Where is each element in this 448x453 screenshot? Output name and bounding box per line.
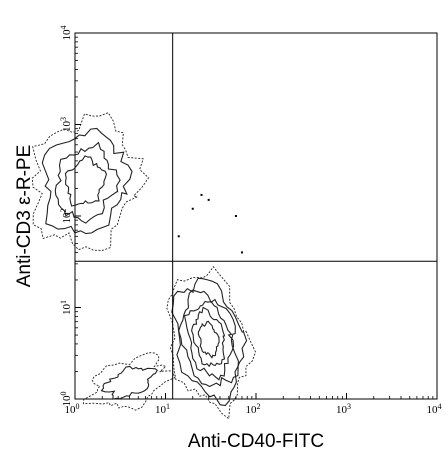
contour-line bbox=[83, 352, 176, 411]
x-tick-label: 103 bbox=[336, 402, 351, 416]
contour-layer bbox=[31, 112, 256, 420]
x-tick-label: 101 bbox=[155, 402, 170, 416]
plot-frame bbox=[74, 32, 438, 400]
contour-line bbox=[64, 155, 107, 207]
x-tick-label: 100 bbox=[65, 402, 80, 416]
contour-line bbox=[41, 127, 133, 235]
population-contour-group bbox=[83, 352, 176, 411]
x-axis-ticks: 100 101 102 103 104 bbox=[65, 393, 442, 416]
scatter-points bbox=[177, 193, 243, 254]
event-dot bbox=[177, 235, 180, 238]
contour-line bbox=[197, 320, 220, 359]
contour-line bbox=[54, 141, 121, 224]
x-axis-title: Anti-CD40-FITC bbox=[188, 431, 324, 452]
contour-line bbox=[171, 277, 248, 407]
event-dot bbox=[240, 251, 243, 254]
contour-line bbox=[31, 112, 150, 251]
y-tick-label: 100 bbox=[59, 392, 73, 407]
contour-line bbox=[100, 365, 159, 400]
event-dot bbox=[200, 193, 203, 196]
y-tick-label: 102 bbox=[59, 209, 73, 224]
y-axis-ticks: 100 101 102 103 104 bbox=[59, 26, 81, 407]
y-tick-label: 104 bbox=[59, 26, 73, 41]
contour-line bbox=[191, 306, 226, 368]
event-dot bbox=[234, 215, 237, 217]
contour-line bbox=[178, 289, 239, 388]
event-dot bbox=[191, 207, 194, 210]
population-contour-group bbox=[166, 266, 256, 420]
y-tick-label: 103 bbox=[59, 117, 73, 132]
x-tick-label: 104 bbox=[427, 402, 442, 416]
y-axis-title: Anti-CD3 ε-R-PE bbox=[14, 145, 35, 288]
population-contour-group bbox=[31, 112, 150, 251]
contour-line bbox=[183, 300, 235, 381]
event-dot bbox=[207, 198, 210, 201]
y-tick-label: 101 bbox=[59, 300, 73, 315]
x-tick-label: 102 bbox=[246, 402, 261, 416]
